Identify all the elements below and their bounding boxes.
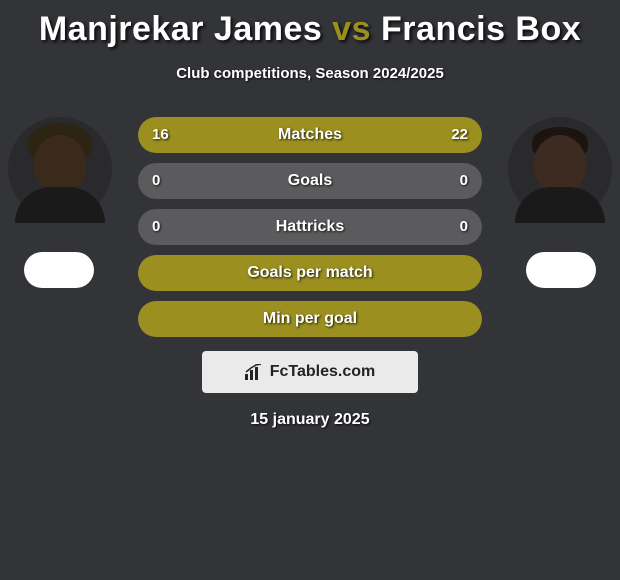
subtitle: Club competitions, Season 2024/2025 (0, 65, 620, 82)
stat-value-left: 0 (152, 209, 160, 245)
stat-value-right: 0 (460, 209, 468, 245)
stat-value-left: 0 (152, 163, 160, 199)
stat-row: Goals0 0 (138, 163, 482, 199)
stat-label: Matches (138, 117, 482, 153)
stat-row: Goals per match (138, 255, 482, 291)
stat-value-right: 22 (451, 117, 468, 153)
stat-value-right: 0 (460, 163, 468, 199)
stat-bars: Matches1622Goals00Hattricks00Goals per m… (138, 117, 482, 347)
player2-flag (526, 252, 596, 288)
logo-text: FcTables.com (270, 363, 376, 381)
vs-text: vs (332, 10, 371, 48)
player2-shoulders (515, 187, 605, 223)
stat-label: Goals (138, 163, 482, 199)
stat-row: Min per goal (138, 301, 482, 337)
player2-name: Francis Box (381, 10, 581, 48)
stat-value-left: 16 (152, 117, 169, 153)
player1-flag (24, 252, 94, 288)
logo-badge: FcTables.com (202, 351, 418, 393)
page-title: Manjrekar James vs Francis Box (0, 0, 620, 49)
player1-shoulders (15, 187, 105, 223)
player1-avatar (8, 117, 112, 221)
stat-label: Min per goal (138, 301, 482, 337)
comparison-content: Matches1622Goals00Hattricks00Goals per m… (0, 117, 620, 337)
player1-head (34, 135, 86, 193)
player2-head (534, 135, 586, 193)
stat-row: Hattricks0 0 (138, 209, 482, 245)
date-text: 15 january 2025 (0, 411, 620, 429)
player2-avatar (508, 117, 612, 221)
chart-icon (245, 364, 265, 380)
stat-label: Hattricks (138, 209, 482, 245)
stat-row: Matches16 22 (138, 117, 482, 153)
stat-label: Goals per match (138, 255, 482, 291)
player1-name: Manjrekar James (39, 10, 322, 48)
